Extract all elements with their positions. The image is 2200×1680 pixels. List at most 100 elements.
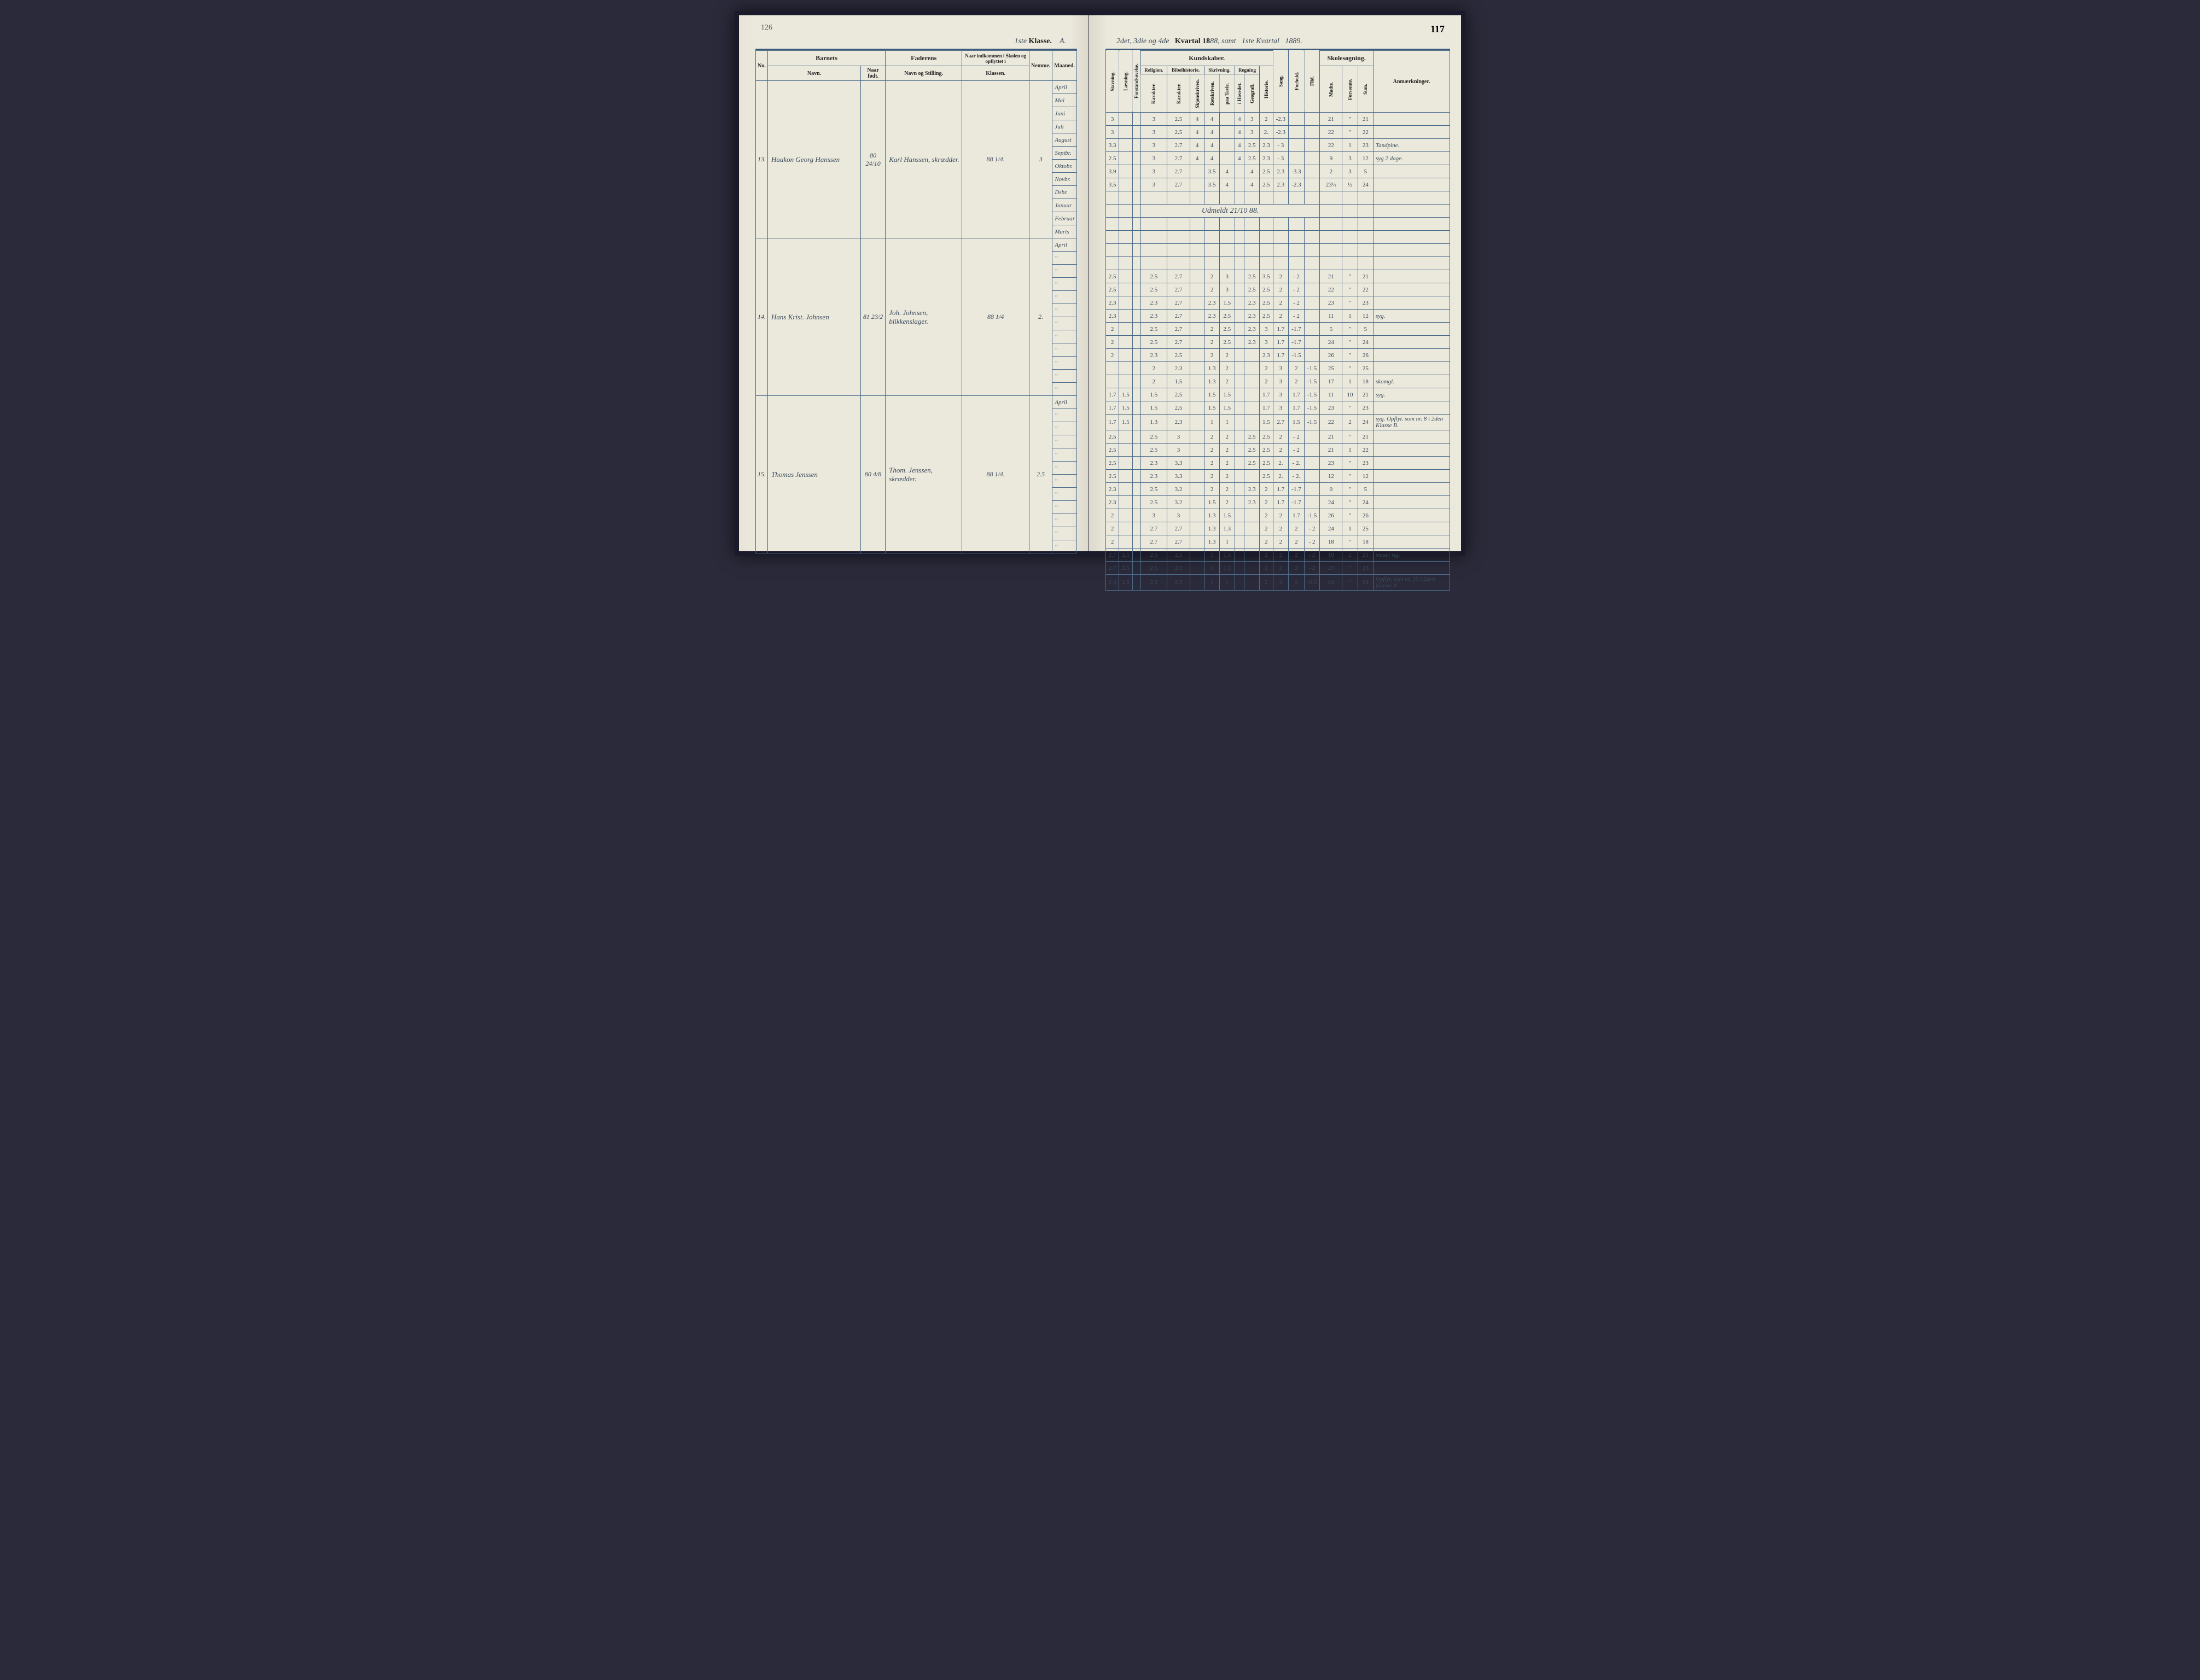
month-cell: " — [1052, 370, 1077, 383]
table-row: 2.52.52.7232.52.52- 222"22 — [1106, 283, 1450, 296]
remark-cell — [1373, 522, 1450, 535]
year2: 1889. — [1285, 37, 1302, 45]
remark-cell — [1373, 457, 1450, 470]
cell: 2 — [1273, 562, 1289, 575]
remark-cell: Opflyt. som nr. 15 i 2den Klasse A — [1373, 575, 1450, 591]
cell: 3 — [1167, 444, 1190, 457]
cell: 2 — [1204, 430, 1220, 444]
cell: 1.3 — [1204, 535, 1220, 549]
cell: 3.3 — [1167, 470, 1190, 483]
father-name: Thom. Jenssen, skrædder. — [886, 396, 962, 553]
cell: 2.3 — [1260, 349, 1273, 362]
cell — [1273, 257, 1289, 270]
klasse-label: Klasse. — [1029, 37, 1052, 45]
cell — [1106, 218, 1119, 231]
cell — [1342, 191, 1358, 205]
cell: 4 — [1204, 139, 1220, 152]
cell: 5 — [1320, 323, 1342, 336]
remark-cell — [1373, 231, 1450, 244]
cell — [1132, 270, 1140, 283]
cell: 2.3 — [1260, 139, 1273, 152]
cell: " — [1342, 430, 1358, 444]
cell — [1235, 349, 1244, 362]
col-karakter1: Karakter. — [1140, 74, 1167, 113]
cell: -1.7 — [1289, 496, 1305, 509]
month-cell: " — [1052, 422, 1077, 435]
cell: 3 — [1273, 375, 1289, 388]
cell: 2.5 — [1167, 126, 1190, 139]
cell — [1304, 283, 1320, 296]
cell: 2.3 — [1273, 165, 1289, 178]
cell — [1190, 535, 1204, 549]
cell: 11 — [1320, 388, 1342, 401]
cell — [1106, 362, 1119, 375]
cell: 2.5 — [1106, 470, 1119, 483]
cell — [1304, 126, 1320, 139]
cell: 2.7 — [1106, 562, 1119, 575]
cell — [1132, 430, 1140, 444]
cell: 23 — [1320, 562, 1342, 575]
table-row: 22.52.722.52.331.7-1.724"24 — [1106, 336, 1450, 349]
cell — [1190, 270, 1204, 283]
cell: 2 — [1289, 575, 1305, 591]
cell — [1132, 323, 1140, 336]
month-cell: " — [1052, 304, 1077, 317]
cell — [1190, 165, 1204, 178]
month-cell: " — [1052, 265, 1077, 278]
cell — [1132, 283, 1140, 296]
cell: 2.3 — [1204, 296, 1220, 310]
cell: 1.5 — [1219, 509, 1235, 522]
cell — [1320, 231, 1342, 244]
cell: -1.5 — [1304, 375, 1320, 388]
col-forhold: Forhold. — [1289, 50, 1305, 113]
cell: 3.5 — [1260, 270, 1273, 283]
cell: 1.5 — [1219, 549, 1235, 562]
cell — [1273, 244, 1289, 257]
cell — [1140, 244, 1167, 257]
cell — [1219, 126, 1235, 139]
cell: 23 — [1358, 401, 1373, 415]
student-born: 80 24/10 — [861, 81, 886, 238]
cell: 2 — [1204, 457, 1220, 470]
cell — [1119, 139, 1132, 152]
cell: 1.7 — [1106, 388, 1119, 401]
cell: 2.3 — [1244, 496, 1260, 509]
cell: - 2 — [1289, 270, 1305, 283]
cell — [1358, 257, 1373, 270]
cell — [1132, 126, 1140, 139]
remark-cell: Tandpine. — [1373, 139, 1450, 152]
remark-cell: syg 2 dage. — [1373, 152, 1450, 165]
cell: 1.3 — [1204, 522, 1220, 535]
cell: 3 — [1167, 430, 1190, 444]
cell — [1244, 362, 1260, 375]
cell: 2.7 — [1167, 139, 1190, 152]
cell: 2 — [1273, 522, 1289, 535]
cell: 2.7 — [1167, 296, 1190, 310]
remark-cell — [1373, 296, 1450, 310]
cell: 2 — [1219, 483, 1235, 496]
cell — [1132, 470, 1140, 483]
cell — [1304, 270, 1320, 283]
cell: 2 — [1289, 562, 1305, 575]
cell: 1.3 — [1219, 522, 1235, 535]
cell: 3.9 — [1106, 165, 1119, 178]
right-page: 117 2det, 3die og 4de Kvartal 1888, samt… — [1089, 15, 1461, 551]
nemme-val: 2.5 — [1029, 396, 1052, 553]
cell: 1.7 — [1273, 336, 1289, 349]
cell: 26 — [1358, 509, 1373, 522]
student-no: 14. — [756, 238, 768, 396]
col-laesning: Læsning. — [1119, 50, 1132, 113]
cell: 2 — [1140, 362, 1167, 375]
cell — [1119, 283, 1132, 296]
cell: 2 — [1289, 549, 1305, 562]
table-row: 2.52.33.3222.52.- 2.12"12 — [1106, 470, 1450, 483]
cell — [1190, 257, 1204, 270]
cell: " — [1342, 349, 1358, 362]
cell: 1.5 — [1204, 388, 1220, 401]
student-born: 80 4/8 — [861, 396, 886, 553]
cell — [1119, 205, 1132, 218]
cell — [1235, 430, 1244, 444]
cell: " — [1342, 483, 1358, 496]
cell — [1204, 244, 1220, 257]
cell — [1289, 113, 1305, 126]
